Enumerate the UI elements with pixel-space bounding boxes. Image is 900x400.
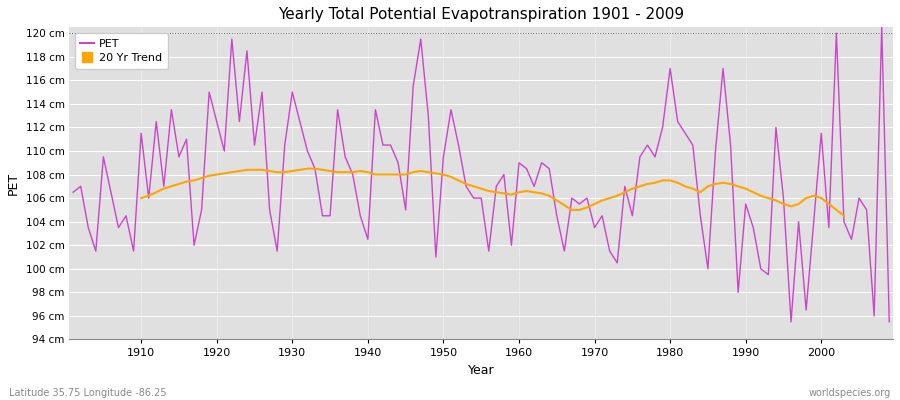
X-axis label: Year: Year xyxy=(468,364,494,377)
Legend: PET, 20 Yr Trend: PET, 20 Yr Trend xyxy=(75,33,168,69)
Title: Yearly Total Potential Evapotranspiration 1901 - 2009: Yearly Total Potential Evapotranspiratio… xyxy=(278,7,684,22)
Y-axis label: PET: PET xyxy=(7,172,20,195)
Text: worldspecies.org: worldspecies.org xyxy=(809,388,891,398)
Text: Latitude 35.75 Longitude -86.25: Latitude 35.75 Longitude -86.25 xyxy=(9,388,166,398)
